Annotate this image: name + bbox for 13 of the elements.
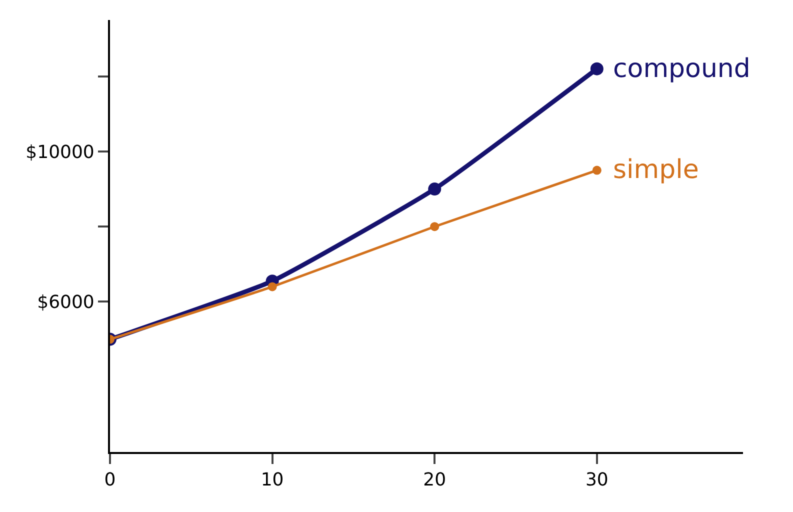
y-tick-label: $6000 bbox=[37, 292, 94, 314]
x-tick-label: 30 bbox=[585, 470, 608, 491]
point bbox=[592, 166, 602, 175]
x-tick-label: 20 bbox=[423, 470, 446, 491]
point bbox=[590, 62, 604, 76]
series-label: compound bbox=[613, 54, 750, 84]
x-tick-label: 10 bbox=[260, 470, 284, 491]
y-tick-label: $10000 bbox=[26, 142, 94, 163]
point bbox=[428, 182, 442, 196]
x-tick-label: 0 bbox=[104, 470, 116, 491]
series-label: simple bbox=[613, 155, 699, 185]
point bbox=[430, 222, 440, 232]
point bbox=[268, 282, 277, 292]
